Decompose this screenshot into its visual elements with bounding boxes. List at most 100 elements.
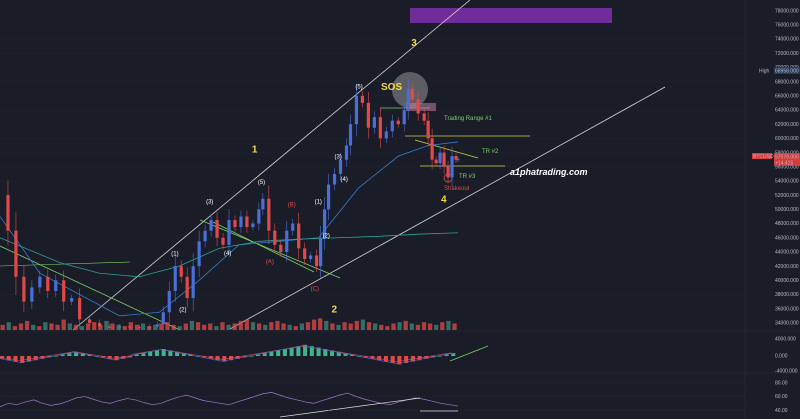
price-tick-label: 52000.000: [775, 193, 799, 199]
symbol-badge-bg: [752, 153, 772, 159]
candle-body: [227, 220, 231, 245]
macd-signal-line: [0, 345, 452, 362]
macd-tick-label: 4000.000: [775, 337, 796, 343]
volume-bar: [403, 320, 408, 330]
rsi-tick-label: 40.00: [775, 408, 788, 414]
volume-bar: [385, 326, 390, 330]
macd-histogram-bar: [235, 356, 240, 359]
candle-body: [273, 230, 277, 245]
volume-bar: [250, 322, 256, 330]
volume-bar: [220, 322, 225, 330]
price-tick-label: 72000.000: [775, 51, 799, 57]
rsi-trendline: [279, 397, 421, 418]
volume-bar: [183, 323, 188, 330]
macd-trend-arrow: [449, 345, 489, 362]
macd-histogram-bar: [141, 353, 146, 356]
volume-bar: [281, 323, 286, 330]
price-tick-label: 74000.000: [775, 37, 799, 43]
candle-body: [372, 117, 376, 128]
macd-histogram-bar: [316, 347, 321, 356]
candle-body: [257, 209, 261, 224]
macd-histogram-bar: [323, 349, 328, 356]
high-marker-value: 68958.000: [775, 69, 799, 75]
volume-bar: [171, 324, 176, 330]
candle-body: [137, 327, 141, 329]
macd-histogram-bar: [74, 351, 79, 356]
candle-body: [410, 88, 414, 100]
candle-body: [384, 131, 388, 139]
candle-body: [422, 113, 426, 121]
candle-body: [285, 230, 289, 252]
volume-bar: [73, 324, 79, 330]
sos-label: SOS: [381, 82, 402, 93]
candle-body: [396, 120, 400, 125]
price-tick-label: 36000.000: [775, 306, 799, 312]
candle-body: [416, 99, 420, 114]
price-tick-label: 46000.000: [775, 235, 799, 241]
macd-histogram-bar: [424, 356, 429, 359]
macd-histogram-bar: [255, 354, 260, 356]
price-tick-label: 42000.000: [775, 264, 799, 270]
macd-histogram-bar: [444, 354, 449, 356]
wave-label: (5): [258, 180, 265, 186]
overlay: [0, 0, 666, 331]
volume-bar: [177, 326, 182, 330]
price-tick-label: 68000.000: [775, 79, 799, 85]
upper-channel-line: [72, 0, 471, 331]
price-markers: High 68958.000 BTCUSD 57079.000 +14.415: [752, 67, 800, 167]
macd-histogram-bar: [451, 353, 456, 356]
candle-body: [348, 124, 353, 146]
volume-bar: [153, 324, 158, 330]
wave-label: (4): [224, 251, 231, 257]
volume-bar: [427, 323, 433, 330]
price-tick-label: 56000.000: [775, 164, 799, 170]
candle-body: [203, 230, 207, 242]
volume-bars: [0, 318, 457, 330]
macd-histogram-bar: [13, 356, 18, 362]
macd-histogram-bar: [215, 356, 220, 361]
primary-wave-label: 2: [332, 304, 338, 315]
volume-bar: [397, 322, 402, 330]
volume-bar: [293, 326, 298, 330]
candle-body: [303, 248, 307, 260]
macd-histogram-bar: [397, 356, 402, 365]
candle-body: [430, 138, 434, 160]
wave-labels: (1) (2) (3) (4) (5) (B) (A) (C) (1) (2) (3) (4) (5): [171, 85, 363, 314]
macd-panel: 4000.000 0.000 -4000.000: [0, 337, 798, 375]
high-marker-label: High: [759, 69, 770, 75]
volume-bar: [446, 320, 451, 330]
candle-body: [173, 266, 177, 291]
candles: [6, 79, 460, 331]
candle-body: [38, 276, 42, 288]
candle-body: [185, 276, 189, 299]
macd-histogram-bar: [336, 351, 341, 356]
candle-body: [450, 156, 454, 178]
volume-bar: [159, 323, 164, 330]
rsi-tick-label: 80.00: [775, 381, 788, 387]
volume-bar: [434, 324, 439, 330]
volume-bar: [12, 326, 17, 330]
candle-body: [326, 184, 331, 210]
volume-bar: [24, 320, 30, 330]
volume-bar: [336, 324, 341, 330]
volume-bar: [318, 318, 323, 330]
macd-tick-label: -4000.000: [775, 369, 798, 375]
macd-line: [0, 345, 452, 365]
candle-body: [30, 287, 34, 302]
wave-label: (2): [323, 234, 330, 240]
macd-histogram-bar: [309, 346, 314, 356]
wave-label: (1): [315, 200, 322, 206]
candle-body: [360, 95, 365, 103]
volume-bar: [342, 322, 347, 330]
macd-histogram-bar: [161, 349, 166, 356]
rsi-tick-label: 60.00: [775, 394, 788, 400]
wave-label: (4): [340, 177, 347, 183]
candle-body: [267, 198, 271, 231]
wave-label: (C): [311, 286, 319, 292]
candle-body: [454, 156, 458, 160]
volume-bar: [452, 323, 457, 330]
candle-body: [46, 276, 50, 291]
candle-body: [438, 152, 442, 164]
macd-histogram-bar: [40, 356, 45, 359]
